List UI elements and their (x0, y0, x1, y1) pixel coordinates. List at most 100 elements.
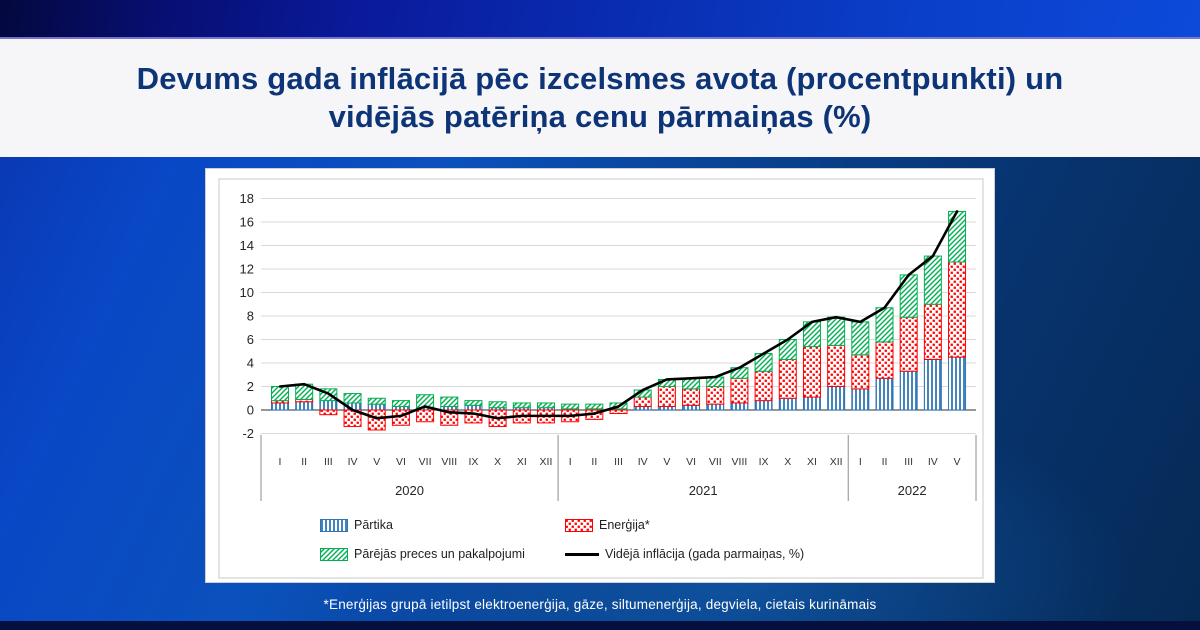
bar-segment (754, 400, 773, 411)
bar-segment (609, 409, 628, 415)
bar-segment (271, 386, 289, 402)
legend-item-energy: Enerģija* (565, 517, 650, 533)
inflation-line (278, 210, 959, 420)
bar-segment (706, 403, 725, 411)
legend-label-energy: Enerģija* (599, 518, 650, 532)
bar-segment (899, 316, 918, 372)
legend-item-other-goods: Pārējās preces un pakalpojumi (320, 546, 525, 562)
bar-segment (633, 405, 652, 411)
bar-segment (536, 402, 555, 409)
bar-segment (948, 210, 967, 263)
bar-segment (295, 401, 314, 411)
bar-segment (851, 388, 870, 411)
bar-segment (899, 370, 918, 411)
bar-segment (657, 386, 676, 407)
month-tick-label: III (904, 456, 913, 468)
bar-segment (464, 400, 483, 406)
month-tick-label: V (663, 456, 670, 468)
bar-segment (682, 388, 701, 406)
bar-segment (802, 396, 821, 411)
bar-segment (319, 400, 338, 411)
month-tick-label: I (569, 456, 572, 468)
bar-segment (827, 386, 846, 411)
bar-segment (657, 405, 676, 411)
legend-item-average-inflation: Vidējā inflācija (gada parmaiņas, %) (565, 546, 804, 562)
bar-segment (706, 386, 725, 405)
bar-segment (778, 358, 797, 399)
bar-segment (730, 377, 749, 404)
bar-segment (367, 409, 386, 431)
bar-segment (561, 403, 580, 410)
bar-segment (633, 396, 652, 407)
month-tick-label: II (301, 456, 307, 468)
bar-segment (488, 401, 507, 409)
bar-segment (875, 377, 894, 411)
bar-segment (464, 404, 483, 411)
legend-label-food: Pārtika (354, 518, 393, 532)
y-axis-tick-label: 16 (240, 215, 254, 230)
month-tick-label: VI (396, 456, 406, 468)
bar-segment (682, 404, 701, 411)
bar-segment (730, 402, 749, 411)
legend-item-food: Pārtika (320, 517, 393, 533)
y-axis-tick-label: 2 (247, 379, 254, 394)
month-tick-label: III (324, 456, 333, 468)
month-tick-label: VIII (441, 456, 457, 468)
bar-segment (851, 354, 870, 390)
year-label: 2021 (689, 483, 718, 498)
legend-label-other-goods: Pārējās preces un pakalpojumi (354, 547, 525, 561)
bar-segment (319, 409, 338, 416)
bar-segment (851, 321, 870, 356)
bar-segment (778, 397, 797, 411)
bar-segment (343, 393, 362, 404)
month-tick-label: IX (468, 456, 478, 468)
y-axis-tick-label: 4 (247, 356, 254, 371)
bottom-banner-background (0, 621, 1200, 630)
bar-segment (271, 402, 289, 411)
plot-border (218, 178, 984, 579)
bar-segment (875, 341, 894, 379)
month-tick-label: VIII (732, 456, 748, 468)
year-label: 2020 (395, 483, 424, 498)
energy-footnote: *Enerģijas grupā ietilpst elektroenerģij… (323, 597, 877, 612)
month-tick-label: XII (830, 456, 843, 468)
bar-segment (923, 255, 942, 305)
month-tick-label: XI (807, 456, 817, 468)
month-tick-label: VII (709, 456, 722, 468)
y-axis-tick-label: 6 (247, 332, 254, 347)
divider-line (0, 37, 1200, 39)
bar-segment (754, 370, 773, 402)
month-tick-label: II (591, 456, 597, 468)
bar-segment (585, 403, 604, 410)
bar-segment (440, 396, 459, 407)
bar-segment (948, 356, 967, 411)
legend-label-average-inflation: Vidējā inflācija (gada parmaiņas, %) (605, 547, 805, 561)
bar-segment (923, 358, 942, 411)
month-tick-label: IX (759, 456, 769, 468)
month-tick-label: VI (686, 456, 696, 468)
month-tick-label: III (614, 456, 623, 468)
energy-swatch-icon (565, 518, 593, 532)
bar-segment (802, 346, 821, 398)
y-axis-tick-label: 0 (247, 403, 254, 418)
month-tick-label: I (279, 456, 282, 468)
title-band: Devums gada inflācijā pēc izcelsmes avot… (0, 39, 1200, 157)
top-banner-background (0, 0, 1200, 38)
other-goods-swatch-icon (320, 547, 348, 561)
bar-segment (827, 344, 846, 387)
y-axis-tick-label: 18 (240, 191, 254, 206)
month-tick-label: X (494, 456, 501, 468)
bar-segment (416, 409, 435, 423)
month-tick-label: IV (928, 456, 938, 468)
month-tick-label: X (784, 456, 791, 468)
year-label: 2022 (898, 483, 927, 498)
bar-segment (923, 303, 942, 360)
month-tick-label: IV (638, 456, 648, 468)
bar-segment (391, 405, 410, 411)
month-tick-label: I (859, 456, 862, 468)
chart-panel: -2 0 2 4 6 8 10 12 14 16 18 I II III IV V VI VII VIII IX X XI… (205, 168, 995, 583)
month-tick-label: II (882, 456, 888, 468)
food-swatch-icon (320, 518, 348, 532)
